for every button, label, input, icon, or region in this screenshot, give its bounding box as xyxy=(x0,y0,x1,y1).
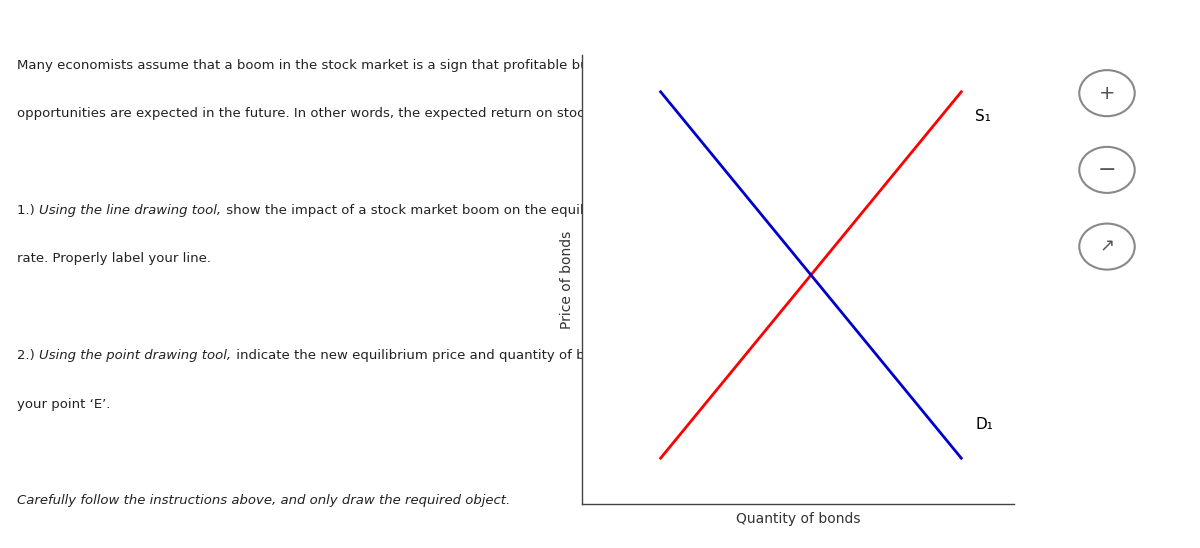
Text: S₁: S₁ xyxy=(976,109,991,124)
Text: Using the line drawing tool,: Using the line drawing tool, xyxy=(40,204,222,217)
Text: +: + xyxy=(1099,84,1115,102)
Text: Many economists assume that a boom in the stock market is a sign that profitable: Many economists assume that a boom in th… xyxy=(18,59,630,72)
Text: −: − xyxy=(1098,160,1116,180)
Text: indicate the new equilibrium price and quantity of bonds.  Label: indicate the new equilibrium price and q… xyxy=(232,349,665,362)
Text: Carefully follow the instructions above, and only draw the required object.: Carefully follow the instructions above,… xyxy=(18,494,511,507)
Text: rate. Properly label your line.: rate. Properly label your line. xyxy=(18,252,211,265)
Text: 1.): 1.) xyxy=(18,204,40,217)
Text: 2.): 2.) xyxy=(18,349,40,362)
Text: show the impact of a stock market boom on the equilibrium interest: show the impact of a stock market boom o… xyxy=(222,204,682,217)
Text: Using the point drawing tool,: Using the point drawing tool, xyxy=(40,349,232,362)
Text: opportunities are expected in the future. In other words, the expected return on: opportunities are expected in the future… xyxy=(18,107,671,120)
Y-axis label: Price of bonds: Price of bonds xyxy=(559,230,574,329)
Text: your point ‘E’.: your point ‘E’. xyxy=(18,397,110,410)
Text: ↗: ↗ xyxy=(1099,238,1115,255)
X-axis label: Quantity of bonds: Quantity of bonds xyxy=(736,512,860,527)
Text: D₁: D₁ xyxy=(976,417,992,432)
